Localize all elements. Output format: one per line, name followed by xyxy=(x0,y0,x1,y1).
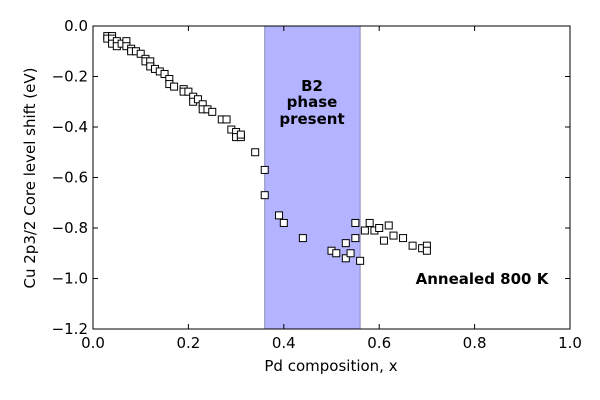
x-tick-label: 0.2 xyxy=(176,334,200,352)
data-point-56 xyxy=(365,218,374,227)
plot-frame xyxy=(92,25,571,330)
data-point-43 xyxy=(260,191,269,200)
x-tick-label: 0.0 xyxy=(81,334,105,352)
y-tick-label: 0.0 xyxy=(64,17,88,35)
data-point-52 xyxy=(351,218,360,227)
b2-phase-region xyxy=(264,25,361,330)
y-tick-label: −0.4 xyxy=(52,118,88,136)
data-point-20 xyxy=(160,69,169,78)
tick-labels: 0.0 0.2 0.4 0.6 0.8 1.0 0.0 −0.2 −0.4 −0.6 −0.8 −1.… xyxy=(52,17,582,352)
y-tick-label: −0.8 xyxy=(52,219,88,237)
data-point-42 xyxy=(260,165,269,174)
data-point-33 xyxy=(208,107,217,116)
data-point-41 xyxy=(251,148,260,157)
data-point-54 xyxy=(356,256,365,265)
data-point-60 xyxy=(384,221,393,230)
x-axis-title: Pd composition, x xyxy=(264,357,397,375)
data-point-46 xyxy=(298,234,307,243)
data-point-13 xyxy=(136,49,145,58)
data-point-59 xyxy=(379,236,388,245)
data-point-40 xyxy=(236,130,245,139)
data-point-63 xyxy=(408,241,417,250)
y-tick-label: −0.6 xyxy=(52,169,88,187)
axis-ticks xyxy=(92,25,571,330)
y-tick-label: −0.2 xyxy=(52,68,88,86)
x-tick-label: 0.4 xyxy=(272,334,296,352)
x-tick-label: 1.0 xyxy=(558,334,582,352)
y-tick-label: −1.0 xyxy=(52,270,88,288)
data-point-23 xyxy=(170,82,179,91)
data-point-49 xyxy=(341,239,350,248)
data-point-51 xyxy=(346,249,355,258)
y-tick-label: −1.2 xyxy=(52,320,88,338)
data-point-53 xyxy=(351,234,360,243)
phase-annotation-line3: present xyxy=(279,110,344,128)
data-point-45 xyxy=(279,218,288,227)
y-axis-title: Cu 2p3/2 Core level shift (eV) xyxy=(21,68,39,289)
x-tick-label: 0.8 xyxy=(463,334,487,352)
data-point-48 xyxy=(332,249,341,258)
data-point-26 xyxy=(184,87,193,96)
data-points xyxy=(103,32,431,265)
data-point-44 xyxy=(275,211,284,220)
data-point-62 xyxy=(399,234,408,243)
data-point-29 xyxy=(193,95,202,104)
data-point-55 xyxy=(360,226,369,235)
data-point-61 xyxy=(389,231,398,240)
x-tick-label: 0.6 xyxy=(367,334,391,352)
annealed-annotation: Annealed 800 K xyxy=(416,270,550,288)
phase-annotation-line2: phase xyxy=(287,93,338,111)
data-point-66 xyxy=(422,246,431,255)
phase-annotation-line1: B2 xyxy=(301,77,323,95)
data-point-35 xyxy=(222,115,231,124)
data-point-58 xyxy=(375,224,384,232)
data-point-50 xyxy=(341,254,350,263)
